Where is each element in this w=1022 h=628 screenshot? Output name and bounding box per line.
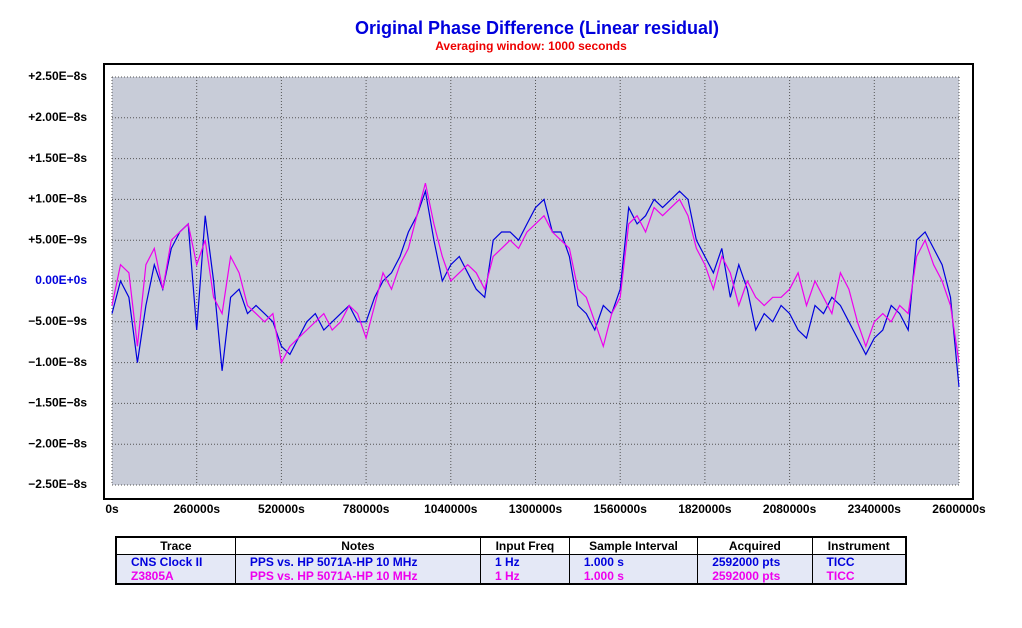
cell: 1.000 s bbox=[568, 569, 698, 584]
header: Notes bbox=[234, 537, 481, 555]
y-tick-label: −1.00E−8s bbox=[28, 355, 87, 369]
y-tick-label: −2.50E−8s bbox=[28, 477, 87, 491]
chart: Original Phase Difference (Linear residu… bbox=[28, 18, 986, 516]
header-row: Trace Notes Input Freq Sample Interval A… bbox=[115, 537, 906, 555]
y-tick-label: +1.50E−8s bbox=[28, 151, 87, 165]
x-tick-label: 1560000s bbox=[594, 502, 648, 516]
legend-table: Trace Notes Input Freq Sample Interval A… bbox=[115, 536, 907, 585]
x-tick-label: 1820000s bbox=[678, 502, 732, 516]
x-tick-label: 0s bbox=[105, 502, 119, 516]
header: Input Freq bbox=[479, 537, 570, 555]
y-tick-label: +2.00E−8s bbox=[28, 110, 87, 124]
y-tick-label: +1.00E−8s bbox=[28, 192, 87, 206]
header: Sample Interval bbox=[568, 537, 698, 555]
y-tick-label: +2.50E−8s bbox=[28, 69, 87, 83]
legend-entry: Z3805A bbox=[115, 569, 236, 584]
y-tick-label: 0.00E+0s bbox=[35, 273, 87, 287]
header: Acquired bbox=[697, 537, 813, 555]
cell: PPS vs. HP 5071A-HP 10 MHz bbox=[234, 554, 481, 569]
x-tick-label: 1040000s bbox=[424, 502, 478, 516]
legend-entry: CNS Clock II bbox=[115, 554, 236, 569]
y-tick-label: −1.50E−8s bbox=[28, 396, 87, 410]
cell: PPS vs. HP 5071A-HP 10 MHz bbox=[234, 569, 481, 584]
cell: 2592000 pts bbox=[697, 554, 813, 569]
x-tick-label: 2600000s bbox=[932, 502, 986, 516]
cell: TICC bbox=[811, 569, 906, 584]
series-line bbox=[111, 182, 960, 365]
header: Instrument bbox=[811, 537, 906, 555]
y-tick-label: −5.00E−9s bbox=[28, 314, 87, 328]
cell: 1.000 s bbox=[568, 554, 698, 569]
x-tick-label: 260000s bbox=[173, 502, 220, 516]
series-line bbox=[111, 188, 960, 388]
x-tick-label: 780000s bbox=[343, 502, 390, 516]
x-tick-label: 1300000s bbox=[509, 502, 563, 516]
cell: TICC bbox=[811, 554, 906, 569]
x-tick-label: 2340000s bbox=[848, 502, 902, 516]
y-tick-label: +5.00E−9s bbox=[28, 232, 87, 246]
cell: 1 Hz bbox=[479, 554, 570, 569]
row: CNS Clock II PPS vs. HP 5071A-HP 10 MHz … bbox=[115, 554, 906, 569]
cell: 2592000 pts bbox=[697, 569, 813, 584]
x-tick-label: 520000s bbox=[258, 502, 305, 516]
chart-subtitle: Averaging window: 1000 seconds bbox=[435, 39, 627, 53]
cell: 1 Hz bbox=[479, 569, 570, 584]
y-tick-label: −2.00E−8s bbox=[28, 436, 87, 450]
header: Trace bbox=[115, 537, 236, 555]
x-tick-label: 2080000s bbox=[763, 502, 817, 516]
row: Z3805A PPS vs. HP 5071A-HP 10 MHz 1 Hz 1… bbox=[115, 569, 906, 584]
chart-title: Original Phase Difference (Linear residu… bbox=[355, 18, 719, 38]
